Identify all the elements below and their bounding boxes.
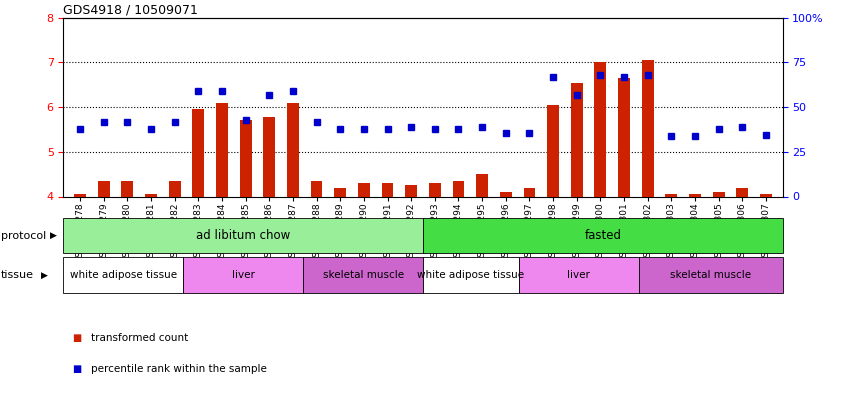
Bar [736,187,748,196]
Bar [595,62,607,196]
Bar [74,194,86,196]
Bar [63,257,184,293]
Bar [423,257,519,293]
Bar [192,109,204,196]
Bar [453,181,464,196]
Bar [63,218,423,253]
Bar [405,185,417,196]
Bar [239,119,251,196]
Text: transformed count: transformed count [91,333,188,343]
Bar [476,174,488,196]
Bar [639,257,783,293]
Bar [519,257,639,293]
Text: ■: ■ [72,364,81,375]
Bar [382,183,393,196]
Text: tissue: tissue [1,270,34,280]
Bar [145,194,157,196]
Text: skeletal muscle: skeletal muscle [322,270,404,280]
Bar [423,218,783,253]
Bar [287,103,299,196]
Text: white adipose tissue: white adipose tissue [417,270,525,280]
Bar [122,181,133,196]
Bar [500,192,512,196]
Text: ■: ■ [72,333,81,343]
Text: ▶: ▶ [50,231,57,240]
Text: protocol: protocol [1,231,46,241]
Bar [618,78,630,196]
Bar [524,187,536,196]
Text: liver: liver [568,270,591,280]
Bar [184,257,303,293]
Bar [303,257,423,293]
Bar [713,192,724,196]
Text: white adipose tissue: white adipose tissue [70,270,177,280]
Bar [168,181,180,196]
Bar [429,183,441,196]
Text: percentile rank within the sample: percentile rank within the sample [91,364,266,375]
Bar [666,194,678,196]
Bar [334,187,346,196]
Text: fasted: fasted [585,229,621,242]
Text: ▶: ▶ [41,271,47,279]
Bar [98,181,110,196]
Bar [358,183,370,196]
Bar [689,194,701,196]
Text: skeletal muscle: skeletal muscle [670,270,751,280]
Bar [642,60,654,196]
Bar [571,83,583,196]
Bar [216,103,228,196]
Bar [760,194,772,196]
Bar [547,105,559,196]
Text: ad libitum chow: ad libitum chow [196,229,290,242]
Text: GDS4918 / 10509071: GDS4918 / 10509071 [63,4,198,17]
Text: liver: liver [232,270,255,280]
Bar [310,181,322,196]
Bar [263,117,275,196]
